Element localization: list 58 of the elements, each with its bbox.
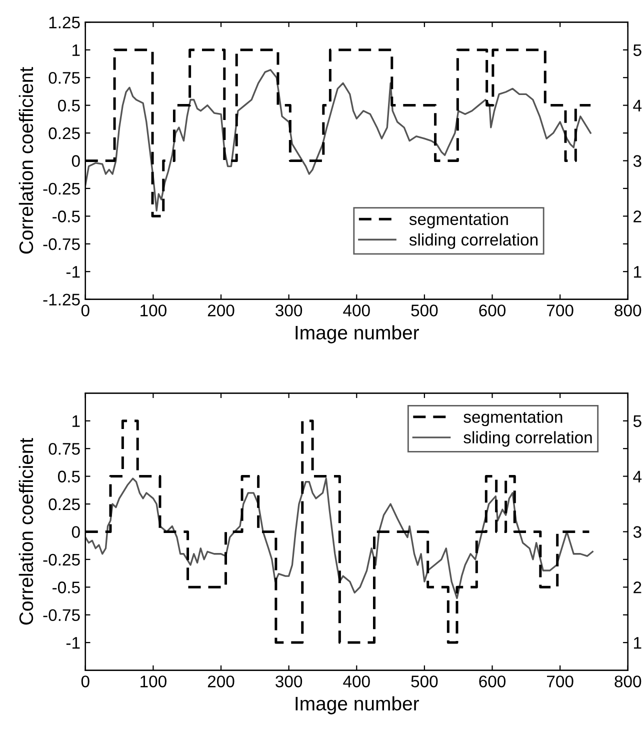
y2-tick-label: 2: [634, 582, 642, 594]
x-tick-label: 800: [614, 676, 642, 688]
y-tick-label: -0.5: [52, 582, 80, 594]
y-tick-label: -0.75: [43, 609, 80, 622]
x-tick-label: 700: [547, 304, 574, 316]
y2-tick-label: 1: [634, 266, 642, 278]
x-tick-label: 100: [140, 676, 166, 688]
y-tick-label: 0.75: [48, 442, 80, 455]
legend-label: segmentation: [409, 212, 508, 228]
y-tick-label: 0.25: [48, 127, 80, 140]
x-tick-label: 100: [140, 304, 166, 316]
x-tick-label: 200: [208, 676, 234, 688]
x-axis-title: Image number: [296, 696, 419, 714]
x-tick-label: 800: [614, 304, 642, 316]
y-tick-label: -1.25: [43, 294, 80, 306]
y-tick-label: 0.75: [48, 72, 80, 84]
y2-tick-label: 3: [633, 526, 642, 538]
legend-label: sliding correlation: [409, 233, 538, 249]
x-tick-label: 600: [479, 676, 506, 688]
x-tick-label: 0: [81, 676, 90, 688]
y-tick-label: -1: [66, 637, 80, 649]
y2-tick-label: 5: [633, 44, 642, 56]
y2-tick-label: 2: [634, 210, 642, 222]
legend-label: sliding correlation: [464, 431, 592, 447]
x-tick-label: 500: [411, 676, 438, 688]
y-tick-label: 0.25: [48, 498, 80, 510]
y-axis-title: Correlation coefficient: [18, 438, 34, 625]
x-tick-label: 300: [276, 676, 302, 688]
y-tick-label: -0.25: [43, 554, 80, 566]
y2-tick-label: 1: [634, 637, 642, 649]
y2-tick-label: 4: [633, 100, 642, 112]
x-tick-label: 400: [343, 304, 370, 316]
y-tick-label: 1: [72, 415, 80, 427]
x-tick-label: 0: [81, 304, 90, 316]
x-tick-label: 600: [479, 304, 506, 316]
y-tick-label: 0: [72, 155, 80, 167]
x-tick-label: 200: [208, 304, 234, 316]
y-tick-label: -0.75: [43, 238, 80, 250]
y-tick-label: -0.5: [52, 210, 80, 222]
y2-tick-label: 5: [633, 415, 642, 428]
line-series: [85, 478, 594, 600]
x-tick-label: 300: [276, 304, 302, 316]
x-tick-label: 500: [411, 304, 438, 316]
y2-tick-label: 3: [633, 155, 642, 167]
x-axis-title: Image number: [296, 325, 419, 344]
legend-label: segmentation: [464, 410, 562, 426]
y-tick-label: 0: [72, 526, 80, 538]
y-tick-label: 1: [72, 44, 80, 56]
y-axis-title: Correlation coefficient: [18, 67, 34, 254]
y-tick-label: 0.5: [58, 470, 80, 482]
y-tick-label: 1.25: [49, 16, 80, 28]
line-series: [85, 69, 592, 212]
y-tick-label: -0.25: [43, 182, 80, 195]
x-tick-label: 700: [547, 676, 574, 688]
y2-tick-label: 4: [633, 470, 642, 482]
x-tick-label: 400: [343, 676, 370, 688]
y-tick-label: 0.5: [58, 100, 80, 112]
y-tick-label: -1: [66, 266, 80, 278]
